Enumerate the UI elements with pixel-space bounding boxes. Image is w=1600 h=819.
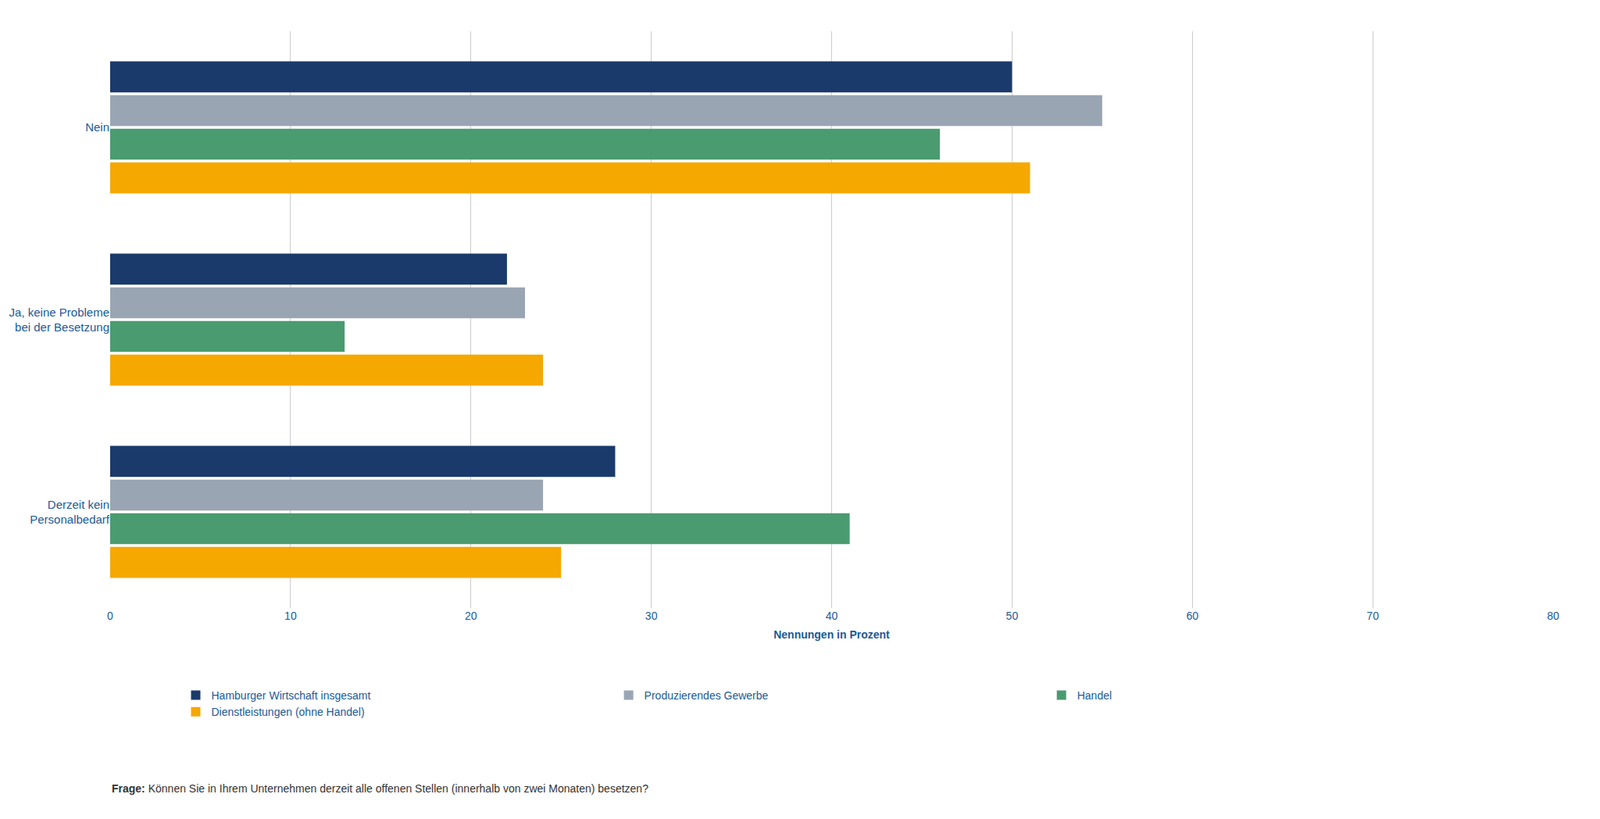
svg-text:Nennungen in Prozent: Nennungen in Prozent bbox=[773, 628, 890, 641]
svg-text:Nein: Nein bbox=[85, 120, 110, 134]
svg-text:Derzeit keinPersonalbedarf: Derzeit keinPersonalbedarf bbox=[29, 497, 111, 527]
svg-text:60: 60 bbox=[1185, 609, 1199, 622]
svg-text:Handel: Handel bbox=[1077, 689, 1112, 702]
svg-text:50: 50 bbox=[1006, 609, 1019, 622]
svg-text:Dienstleistungen (ohne Handel): Dienstleistungen (ohne Handel) bbox=[211, 705, 365, 718]
svg-text:Produzierendes Gewerbe: Produzierendes Gewerbe bbox=[644, 689, 769, 702]
svg-text:Frage: Können Sie in Ihrem Unt: Frage: Können Sie in Ihrem Unternehmen d… bbox=[111, 782, 649, 795]
svg-text:10: 10 bbox=[284, 609, 297, 622]
svg-text:20: 20 bbox=[464, 609, 478, 622]
svg-text:0: 0 bbox=[107, 609, 114, 622]
svg-text:40: 40 bbox=[825, 609, 839, 622]
svg-text:Hamburger Wirtschaft insgesamt: Hamburger Wirtschaft insgesamt bbox=[211, 689, 372, 702]
svg-text:70: 70 bbox=[1366, 609, 1379, 622]
svg-text:Ja, keine Problemebei der Bese: Ja, keine Problemebei der Besetzung bbox=[9, 305, 110, 335]
svg-text:30: 30 bbox=[645, 609, 658, 622]
svg-text:80: 80 bbox=[1546, 609, 1560, 622]
